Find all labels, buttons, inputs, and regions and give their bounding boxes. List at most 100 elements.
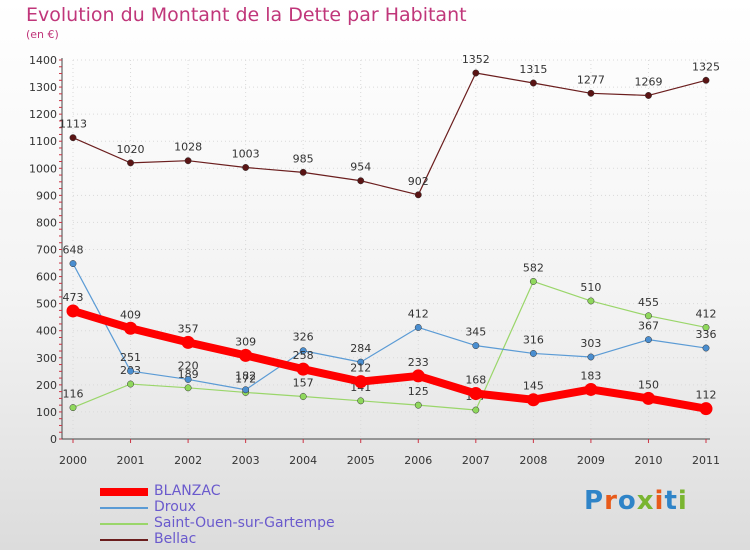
data-label-droux: 345 — [465, 326, 486, 339]
data-label-blanzac: 473 — [63, 291, 84, 304]
x-tick-label: 2001 — [117, 454, 145, 467]
y-tick-label: 300 — [36, 352, 57, 365]
legend-swatch — [100, 488, 148, 496]
legend-label: Saint-Ouen-sur-Gartempe — [154, 515, 335, 531]
data-label-blanzac: 309 — [235, 335, 256, 348]
x-tick-label: 2009 — [577, 454, 605, 467]
data-point-saint-ouen-sur-gartempe — [587, 297, 595, 305]
data-point-blanzac — [526, 393, 540, 407]
data-label-droux: 316 — [523, 333, 544, 346]
data-label-saint-ouen-sur-gartempe: 189 — [178, 368, 199, 381]
data-label-blanzac: 409 — [120, 308, 141, 321]
data-point-blanzac — [296, 362, 310, 376]
data-point-bellac — [702, 76, 710, 84]
data-point-blanzac — [411, 369, 425, 383]
data-label-saint-ouen-sur-gartempe: 116 — [63, 388, 84, 401]
x-tick-label: 2005 — [347, 454, 375, 467]
x-tick-label: 2011 — [692, 454, 720, 467]
data-point-droux — [587, 353, 595, 361]
logo-letter: i — [654, 486, 665, 516]
logo-letter: P — [584, 486, 605, 516]
y-tick-label: 1200 — [29, 108, 57, 121]
series-line-blanzac — [71, 307, 707, 413]
x-tick-label: 2010 — [634, 454, 662, 467]
data-point-bellac — [472, 69, 480, 77]
legend-label: Bellac — [154, 531, 197, 547]
data-point-blanzac — [469, 387, 483, 401]
data-label-saint-ouen-sur-gartempe: 510 — [580, 281, 601, 294]
data-point-blanzac — [239, 348, 253, 362]
data-label-bellac: 1028 — [174, 141, 202, 154]
data-label-blanzac: 145 — [523, 380, 544, 393]
logo-letter: x — [636, 486, 655, 516]
y-tick-label: 600 — [36, 271, 57, 284]
data-point-bellac — [529, 79, 537, 87]
y-tick-label: 1000 — [29, 162, 57, 175]
data-label-droux: 251 — [120, 351, 141, 364]
x-tick-label: 2008 — [519, 454, 547, 467]
y-tick-label: 200 — [36, 379, 57, 392]
legend-swatch — [100, 539, 148, 541]
data-label-saint-ouen-sur-gartempe: 455 — [638, 296, 659, 309]
logo-letter: i — [677, 486, 688, 516]
legend-label: Droux — [154, 499, 196, 515]
logo-letter: t — [664, 486, 678, 516]
legend-swatch — [100, 523, 148, 525]
data-point-bellac — [242, 164, 250, 171]
data-point-blanzac — [641, 391, 655, 405]
data-label-droux: 412 — [408, 307, 429, 320]
y-tick-label: 500 — [36, 298, 57, 311]
series-line-saint-ouen-sur-gartempe — [72, 280, 707, 411]
data-point-saint-ouen-sur-gartempe — [127, 380, 134, 388]
data-label-saint-ouen-sur-gartempe: 412 — [696, 307, 717, 320]
y-tick-label: 1300 — [29, 81, 57, 94]
chart-title: Evolution du Montant de la Dette par Hab… — [26, 4, 467, 26]
series-line-bellac — [72, 72, 707, 196]
data-point-droux — [127, 367, 134, 375]
data-label-bellac: 1277 — [577, 73, 605, 86]
data-label-bellac: 954 — [350, 161, 371, 174]
data-point-bellac — [414, 191, 422, 199]
data-point-saint-ouen-sur-gartempe — [472, 406, 480, 414]
legend-swatch — [100, 507, 148, 509]
y-tick-label: 0 — [50, 433, 57, 446]
data-point-saint-ouen-sur-gartempe — [414, 401, 422, 409]
data-label-bellac: 1315 — [519, 63, 547, 76]
data-label-bellac: 1325 — [692, 60, 720, 73]
data-label-blanzac: 357 — [178, 322, 199, 335]
y-tick-label: 800 — [36, 216, 57, 229]
y-tick-label: 400 — [36, 325, 57, 338]
chart-unit: (en €) — [26, 28, 59, 41]
data-point-bellac — [587, 89, 595, 97]
data-point-saint-ouen-sur-gartempe — [299, 393, 307, 400]
data-point-bellac — [645, 92, 652, 99]
legend-label: BLANZAC — [154, 483, 221, 499]
series-line-droux — [72, 263, 707, 391]
proxiti-logo: Proxiti — [584, 486, 688, 516]
data-point-droux — [414, 324, 422, 331]
data-label-blanzac: 168 — [465, 374, 486, 387]
data-point-saint-ouen-sur-gartempe — [702, 324, 710, 331]
data-label-saint-ouen-sur-gartempe: 172 — [235, 372, 256, 385]
y-tick-label: 1400 — [29, 54, 57, 67]
logo-letter: o — [617, 486, 637, 516]
data-label-droux: 336 — [696, 328, 717, 341]
data-label-bellac: 1352 — [462, 53, 490, 66]
data-label-droux: 284 — [350, 342, 371, 355]
data-point-blanzac — [66, 304, 80, 318]
data-label-blanzac: 233 — [408, 356, 429, 369]
data-label-blanzac: 212 — [350, 362, 371, 375]
data-label-droux: 326 — [293, 331, 314, 344]
data-label-saint-ouen-sur-gartempe: 157 — [293, 376, 314, 389]
data-point-droux — [69, 260, 77, 268]
x-tick-label: 2003 — [232, 454, 260, 467]
y-tick-label: 1100 — [29, 135, 57, 148]
data-point-droux — [645, 336, 652, 344]
data-label-saint-ouen-sur-gartempe: 582 — [523, 261, 544, 274]
data-point-bellac — [69, 134, 77, 142]
x-tick-label: 2007 — [462, 454, 490, 467]
x-tick-label: 2000 — [59, 454, 87, 467]
y-tick-label: 700 — [36, 244, 57, 257]
